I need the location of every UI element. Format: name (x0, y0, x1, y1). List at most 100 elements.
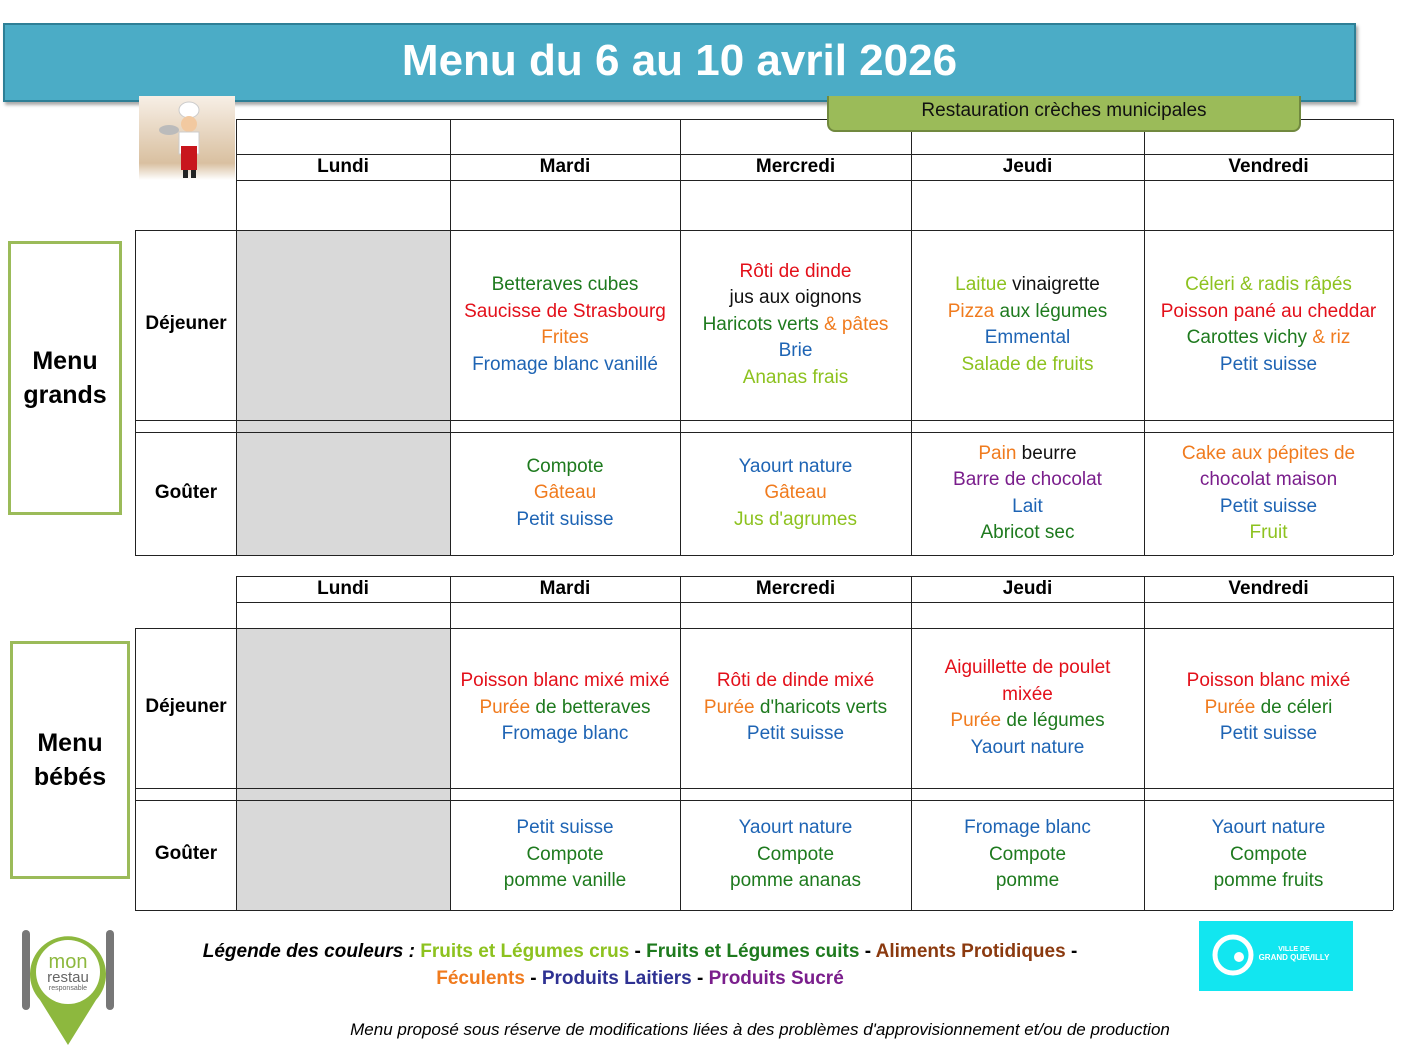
legend-item: Produits Laitiers (541, 968, 692, 989)
menu-item-text: Lait (1012, 495, 1043, 517)
menu-item: pomme ananas (730, 868, 861, 895)
menu-item: Fruit (1250, 520, 1288, 547)
menu-item: Yaourt nature (971, 735, 1085, 762)
menu-cell: Poisson blanc mixé Purée de céleri Petit s… (1144, 628, 1393, 788)
legend-prefix: Légende des couleurs : (202, 941, 421, 962)
menu-item-text: Aiguillette de poulet (944, 657, 1111, 678)
menu-item: Petit suisse (1220, 352, 1317, 379)
menu-item: Abricot sec (981, 520, 1075, 547)
day-header-lundi: Lundi (317, 578, 369, 599)
menu-item: Fromage blanc vanillé (472, 352, 658, 379)
menu-item: Yaourt nature (739, 454, 853, 481)
grid-line (236, 119, 237, 555)
disclaimer-note: Menu proposé sous réserve de modificatio… (350, 1020, 1170, 1039)
day-header-vendredi: Vendredi (1228, 578, 1309, 599)
menu-item: chocolat maison (1200, 467, 1337, 494)
menu-item-text: Frites (541, 327, 589, 348)
menu-cell: Aiguillette de poulet mixée Purée de légum… (911, 628, 1144, 788)
grid-line (236, 154, 1393, 155)
legend-item: Fruits et Légumes cuits (646, 941, 860, 962)
menu-item-text: Gâteau (533, 482, 597, 504)
page-title: Menu du 6 au 10 avril 2026 (3, 23, 1356, 102)
grid-line (911, 119, 912, 555)
menu-item: Aiguillette de poulet (945, 655, 1111, 682)
menu-item: Purée de légumes (950, 708, 1104, 735)
grid-line (450, 119, 451, 555)
closed-day-cell (236, 230, 450, 555)
menu-item: pomme vanille (504, 868, 627, 895)
svg-text:restau: restau (47, 969, 89, 986)
menu-item: Ananas frais (743, 365, 849, 392)
menu-item-text: Saucisse de Strasbourg (464, 300, 666, 322)
menu-item-text: Salade de fruits (961, 353, 1094, 375)
menu-item-text: Gâteau (764, 482, 827, 504)
menu-item-text: jus aux oignons (729, 287, 862, 309)
menu-item: Céleri & radis râpés (1185, 272, 1352, 299)
svg-text:responsable: responsable (49, 985, 87, 992)
grid-line (135, 432, 1393, 433)
menu-item-text: pomme (995, 870, 1060, 892)
grid-line (236, 576, 237, 910)
menu-item-text: Abricot sec (980, 522, 1075, 543)
subtitle-tab: Restauration crèches municipales (827, 96, 1301, 132)
menu-item: Compote (526, 842, 603, 869)
menu-item-text: Haricots verts (702, 313, 819, 335)
menu-item-text: pomme vanille (503, 870, 627, 892)
grid-line (135, 788, 1393, 789)
grid-line (911, 576, 912, 910)
menu-item-text: Compote (1229, 843, 1308, 865)
menu-cell: Poisson blanc mixé mixé Purée de betterav… (450, 628, 680, 788)
menu-cell: Cake aux pépites de chocolat maison Petit … (1144, 432, 1393, 555)
menu-item-text: de betteraves (530, 696, 651, 718)
grid-line (135, 555, 1393, 556)
day-header-jeudi: Jeudi (1002, 578, 1053, 599)
menu-item-text: Rôti de dinde (739, 260, 852, 282)
grid-line (236, 180, 1393, 181)
legend-item: Fruits et Légumes crus (420, 941, 630, 962)
menu-item: Salade de fruits (961, 352, 1093, 379)
grid-line (135, 800, 1393, 801)
grid-line (135, 628, 1393, 629)
menu-item-text: de céleri (1255, 696, 1333, 718)
svg-text:VILLE DE: VILLE DE (1278, 946, 1310, 953)
color-legend: Légende des couleurs : Fruits et Légumes… (202, 941, 1078, 989)
menu-item-text: & riz (1307, 327, 1351, 348)
legend-item: Féculents (436, 968, 525, 989)
menu-cell: Pain beurre Barre de chocolat Lait Abricot … (911, 432, 1144, 555)
menu-item-text: Poisson pané au cheddar (1160, 300, 1377, 322)
menu-item-text: Pain (978, 442, 1017, 464)
menu-item: Cake aux pépites de (1182, 441, 1355, 468)
menu-item: Purée de céleri (1205, 695, 1333, 722)
menu-item-text: Compote (526, 843, 604, 865)
menu-item: Saucisse de Strasbourg (464, 299, 666, 326)
menu-item-text: Purée (703, 696, 755, 718)
menu-item-text: Purée (1204, 696, 1256, 718)
menu-item-text: Yaourt nature (738, 817, 853, 839)
menu-item-text: vinaigrette (1006, 274, 1100, 295)
legend-item: Produits Sucré (708, 968, 844, 989)
grid-line (1393, 119, 1394, 555)
menu-cell: Yaourt nature Compote pomme fruits (1144, 800, 1393, 910)
menu-item: Purée d'haricots verts (704, 695, 887, 722)
menu-item: pomme (996, 868, 1059, 895)
menu-item: pomme fruits (1214, 868, 1324, 895)
menu-item: Fromage blanc (502, 721, 629, 748)
menu-item: Carottes vichy & riz (1187, 325, 1351, 352)
svg-text:mon: mon (49, 951, 88, 973)
menu-item: jus aux oignons (729, 285, 861, 312)
menu-item-text: Carottes vichy (1186, 327, 1308, 348)
day-header-vendredi: Vendredi (1228, 156, 1309, 177)
menu-item-text: Emmental (984, 327, 1071, 348)
grid-line (1144, 576, 1145, 910)
menu-item-text: d'haricots verts (754, 696, 888, 718)
grid-line (236, 602, 1393, 603)
grand-quevilly-logo: VILLE DE GRAND QUEVILLY (1199, 921, 1353, 991)
menu-item-text: Fromage blanc (501, 723, 629, 745)
menu-cell: Betteraves cubes Saucisse de Strasbourg Fr… (450, 230, 680, 420)
menu-item: Yaourt nature (739, 815, 853, 842)
day-header-jeudi: Jeudi (1002, 156, 1053, 177)
menu-item-text: Céleri & radis râpés (1185, 274, 1352, 295)
menu-item: Compote (989, 842, 1066, 869)
grid-line (135, 230, 136, 555)
menu-item: Gâteau (764, 480, 826, 507)
